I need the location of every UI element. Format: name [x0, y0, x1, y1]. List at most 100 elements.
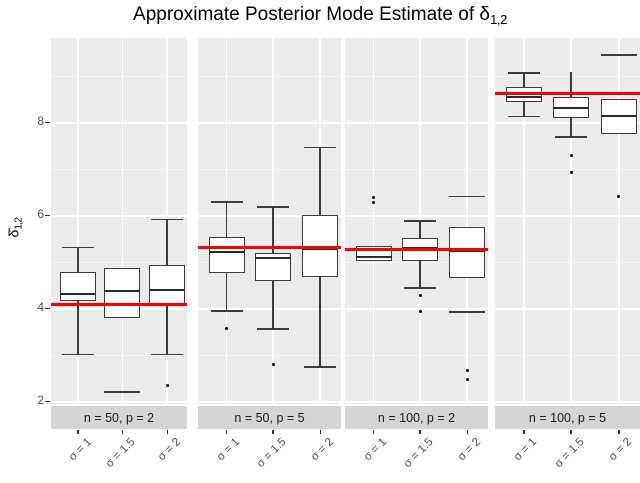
y-tick-label: 8 — [37, 114, 44, 128]
major-gridline — [198, 122, 341, 124]
x-tick-label: σ = 1 — [66, 436, 94, 464]
y-tick-label: 6 — [37, 207, 44, 221]
x-tick-label: σ = 1 — [214, 436, 243, 464]
median-line — [255, 257, 292, 260]
major-gridline — [198, 308, 341, 310]
minor-gridline — [51, 354, 187, 356]
whisker-line — [570, 117, 572, 137]
reference-line — [51, 302, 187, 306]
x-tick-label: σ = 2 — [607, 436, 635, 464]
facet-panel — [198, 38, 341, 404]
vertical-gridline — [77, 38, 79, 404]
facet-panel — [51, 38, 187, 404]
median-line — [553, 106, 590, 110]
whisker-line — [419, 260, 421, 288]
x-tick-mark — [166, 430, 169, 434]
facet-panel — [345, 38, 488, 404]
whisker-line — [570, 72, 572, 97]
minor-gridline — [51, 261, 187, 263]
major-gridline — [495, 215, 640, 217]
chart-title: Approximate Posterior Mode Estimate of δ… — [0, 4, 640, 27]
vertical-gridline — [570, 38, 572, 404]
detached-whisker-line — [449, 310, 486, 313]
whisker-cap — [508, 72, 540, 74]
major-gridline — [51, 401, 187, 403]
minor-gridline — [51, 168, 187, 170]
facet-strip: n = 100, p = 2 — [345, 406, 488, 429]
boxplot-box — [149, 265, 186, 306]
x-tick-mark — [466, 430, 468, 434]
outlier-point — [418, 309, 422, 313]
whisker-line — [272, 207, 274, 254]
minor-gridline — [345, 354, 488, 356]
major-gridline — [345, 401, 488, 403]
minor-gridline — [495, 75, 640, 77]
y-tick-mark — [45, 400, 50, 402]
whisker-line — [225, 201, 228, 237]
whisker-line — [166, 219, 169, 266]
x-tick-mark — [618, 430, 620, 434]
outlier-point — [372, 200, 376, 204]
median-line — [104, 289, 141, 292]
outlier-point — [418, 293, 422, 297]
major-gridline — [51, 215, 187, 217]
whisker-line — [166, 305, 169, 355]
whisker-cap — [304, 146, 337, 149]
whisker-line — [225, 273, 228, 311]
y-tick-mark — [45, 121, 50, 123]
major-gridline — [198, 215, 341, 217]
boxplot-box — [104, 268, 141, 319]
y-tick-mark — [45, 214, 50, 216]
x-tick-mark — [523, 430, 525, 434]
whisker-cap — [257, 328, 290, 330]
x-tick-mark — [77, 430, 79, 434]
facet-strip-label: n = 50, p = 2 — [83, 410, 155, 425]
whisker-line — [77, 301, 79, 355]
whisker-cap — [404, 287, 437, 289]
reference-line — [345, 247, 488, 251]
whisker-cap — [210, 309, 243, 312]
outlier-point — [617, 195, 621, 199]
whisker-cap — [508, 115, 540, 118]
x-tick-mark — [121, 430, 124, 434]
outlier-point — [465, 377, 469, 381]
minor-gridline — [495, 354, 640, 356]
whisker-cap — [404, 220, 437, 222]
whisker-cap — [62, 353, 95, 356]
facet-strip: n = 50, p = 5 — [198, 406, 341, 429]
reference-line — [495, 91, 640, 95]
major-gridline — [345, 122, 488, 124]
detached-whisker-line — [104, 390, 141, 393]
detached-whisker-line — [600, 54, 637, 56]
boxplot-box — [449, 227, 486, 278]
minor-gridline — [495, 261, 640, 263]
outlier-point — [569, 153, 573, 157]
outlier-point — [165, 384, 169, 388]
vertical-gridline — [372, 38, 375, 404]
outlier-point — [372, 195, 376, 199]
outlier-point — [465, 369, 469, 373]
whisker-line — [523, 73, 525, 88]
median-line — [600, 114, 637, 118]
y-tick-label: 2 — [37, 393, 44, 407]
minor-gridline — [345, 168, 488, 170]
chart-title-subscript: 1,2 — [489, 11, 508, 27]
x-tick-mark — [372, 430, 375, 434]
x-tick-label: σ = 1.5 — [103, 436, 138, 471]
whisker-line — [77, 247, 79, 273]
facet-panel — [495, 38, 640, 404]
whisker-cap — [210, 201, 243, 203]
whisker-line — [272, 281, 274, 329]
major-gridline — [345, 215, 488, 217]
minor-gridline — [51, 75, 187, 77]
major-gridline — [51, 122, 187, 124]
whisker-line — [523, 101, 525, 117]
vertical-gridline — [466, 38, 469, 404]
minor-gridline — [198, 354, 341, 356]
minor-gridline — [198, 168, 341, 170]
boxplot-box — [208, 236, 245, 274]
whisker-cap — [151, 218, 184, 221]
chart-title-text: Approximate Posterior Mode Estimate of δ — [133, 4, 490, 25]
major-gridline — [495, 401, 640, 403]
